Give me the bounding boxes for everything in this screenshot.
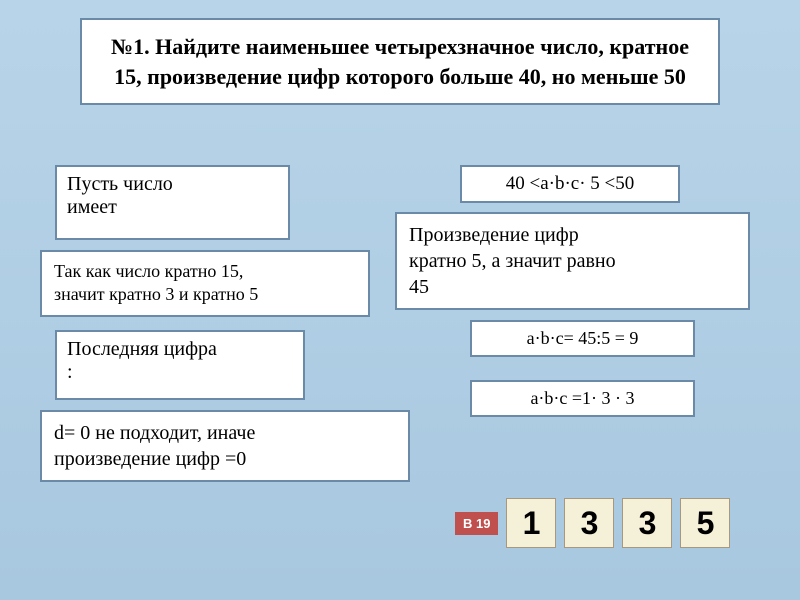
answer-digit-1: 1	[506, 498, 556, 548]
answer-badge: В 19	[455, 512, 498, 535]
problem-text: №1. Найдите наименьшее четырехзначное чи…	[111, 34, 689, 89]
product-line2: кратно 5, а значит равно	[409, 248, 736, 274]
badge-label: В 19	[463, 516, 490, 531]
equation1-box: a·b·c= 45:5 = 9	[470, 320, 695, 357]
product-digits-box: Произведение цифр кратно 5, а значит рав…	[395, 212, 750, 310]
last-digit-box: Последняя цифра :	[55, 330, 305, 400]
answer-area: В 19 1 3 3 5	[455, 498, 730, 548]
answer-digit-4: 5	[680, 498, 730, 548]
let-number-box: Пусть число имеет	[55, 165, 290, 240]
d0-line2: произведение цифр =0	[54, 446, 396, 472]
answer-digit-2: 3	[564, 498, 614, 548]
digit3-text: 3	[639, 505, 657, 542]
problem-statement: №1. Найдите наименьшее четырехзначное чи…	[80, 18, 720, 105]
d0-line1: d= 0 не подходит, иначе	[54, 420, 396, 446]
answer-digit-3: 3	[622, 498, 672, 548]
let-line1: Пусть число	[67, 173, 278, 196]
inequality-text: 40 <a·b·c· 5 <50	[506, 173, 635, 194]
mult15-line1: Так как число кратно 15,	[54, 260, 356, 283]
lastdigit-line2: :	[67, 361, 293, 384]
mult15-line2: значит кратно 3 и кратно 5	[54, 283, 356, 306]
lastdigit-line1: Последняя цифра	[67, 338, 293, 361]
multiple-15-box: Так как число кратно 15, значит кратно 3…	[40, 250, 370, 317]
d-zero-box: d= 0 не подходит, иначе произведение циф…	[40, 410, 410, 482]
digit4-text: 5	[697, 505, 715, 542]
equation1-text: a·b·c= 45:5 = 9	[527, 328, 639, 348]
equation2-box: a·b·c =1· 3 · 3	[470, 380, 695, 417]
equation2-text: a·b·c =1· 3 · 3	[530, 388, 634, 408]
product-line1: Произведение цифр	[409, 222, 736, 248]
digit1-text: 1	[523, 505, 541, 542]
product-line3: 45	[409, 274, 736, 300]
digit2-text: 3	[581, 505, 599, 542]
inequality-box: 40 <a·b·c· 5 <50	[460, 165, 680, 203]
let-line2: имеет	[67, 196, 278, 219]
